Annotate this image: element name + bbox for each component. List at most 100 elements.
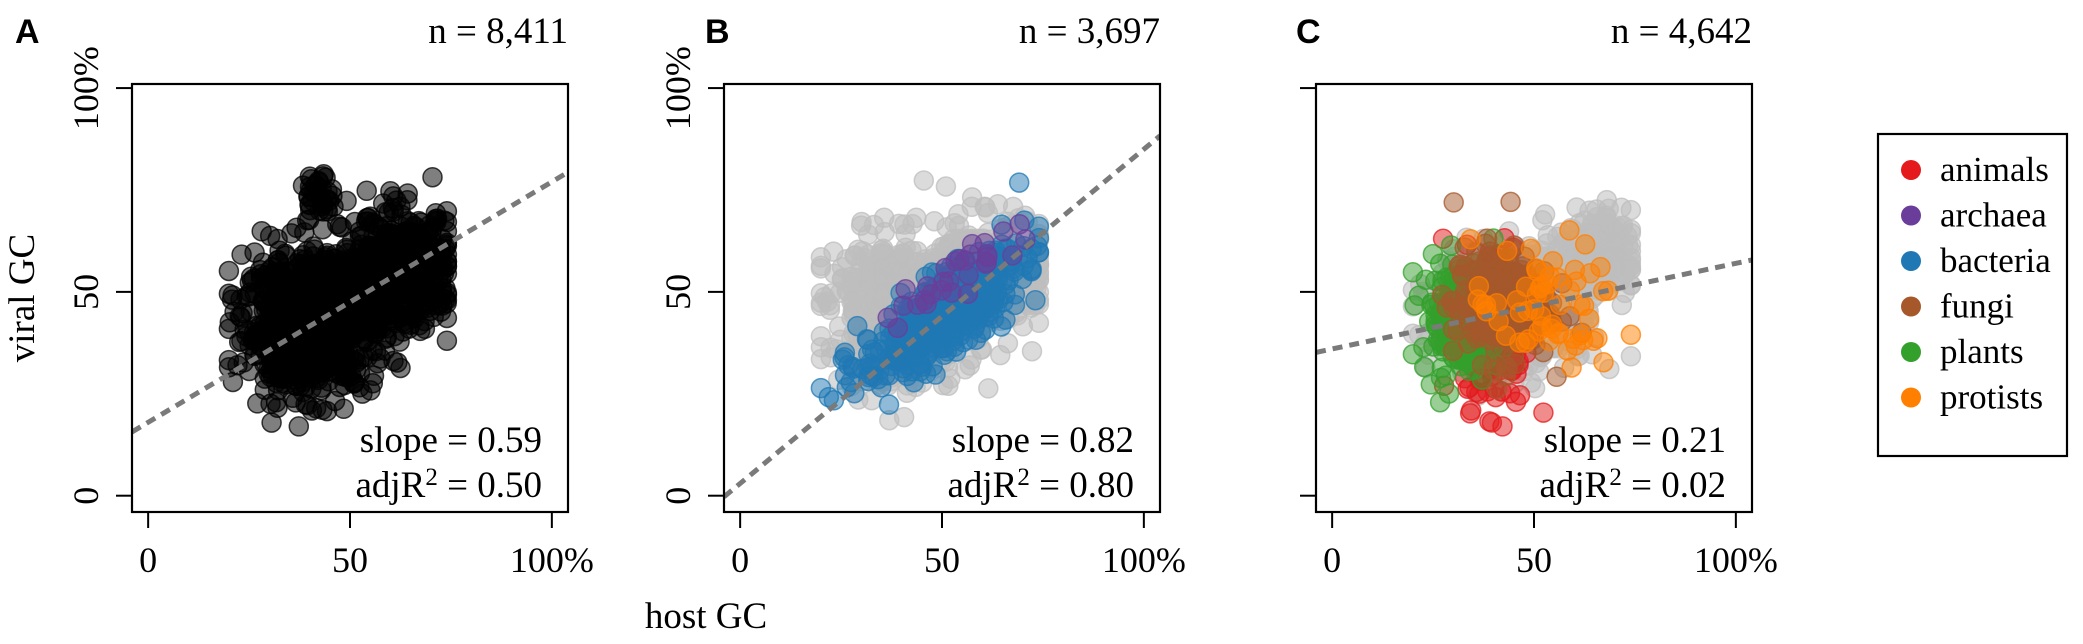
panel-letter-c: C <box>1296 13 1321 51</box>
panel-b-point-archaea <box>877 307 898 328</box>
panel-a-point-all <box>365 340 387 362</box>
panel-a-point-all <box>262 329 284 351</box>
panel-c-x-tick-label-50: 50 <box>1516 540 1552 580</box>
panel-a-point-all <box>288 416 310 437</box>
panel-b-point-background <box>1028 312 1050 334</box>
panel-a-x-ticks: 0 50 100% <box>139 512 594 580</box>
panel-c-point-fungi <box>1443 192 1464 213</box>
panel-b-point-bacteria <box>977 288 998 310</box>
panel-a-adjr2-label: adjR2 = 0.50 <box>355 464 542 506</box>
panel-c-point-fungi <box>1449 254 1471 276</box>
panel-c-point-plants <box>1420 374 1442 395</box>
panel-c-x-ticks: 0 50 100% <box>1323 512 1778 580</box>
panel-b-point-bacteria <box>1008 172 1030 193</box>
panel-a-x-tick-label-100: 100% <box>510 540 594 580</box>
panel-c-point-animals <box>1533 402 1554 423</box>
panel-a-point-all <box>403 281 424 303</box>
panel-a-point-all <box>299 194 320 216</box>
panel-c-point-protists <box>1496 240 1518 262</box>
legend-items: animals archaea bacteria fungi plants protist… <box>1901 150 2051 417</box>
panel-b-point-background <box>850 215 872 236</box>
panel-a-point-all <box>333 398 354 420</box>
panel-c-y-ticks <box>1300 87 1316 497</box>
panel-a-y-ticks: 0 50 100% <box>66 46 132 505</box>
panel-b-point-background <box>823 241 844 262</box>
panel-c-points <box>1402 189 1642 437</box>
panel-b-n-label: n = 3,697 <box>1019 11 1160 52</box>
panel-a-point-all <box>306 367 328 389</box>
panel-a-point-all <box>384 325 405 347</box>
panel-a-y-tick-label-0: 0 <box>66 487 106 505</box>
panel-c-fit-line <box>1316 257 1752 355</box>
panel-c-point-plants <box>1413 336 1434 358</box>
panel-c-point-protists <box>1574 234 1596 255</box>
panel-a-point-all <box>267 228 288 250</box>
panel-b-y-tick-label-0: 0 <box>658 487 698 505</box>
legend-label-bacteria: bacteria <box>1940 241 2051 280</box>
panel-b-y-tick-label-100: 100% <box>658 46 698 130</box>
panel-b-point-archaea <box>917 276 938 297</box>
panel-c-point-animals <box>1460 400 1482 421</box>
panel-c-point-protists <box>1578 308 1600 329</box>
panel-a-point-all <box>280 355 302 376</box>
panel-c-point-fungi <box>1500 191 1521 213</box>
panel-c-point-protists <box>1620 324 1642 346</box>
panel-letter-a: A <box>15 13 40 51</box>
panel-a-point-all <box>218 260 240 282</box>
panel-c-point-protists <box>1460 229 1481 250</box>
panel-a-point-all <box>322 252 344 274</box>
panel-b-point-background <box>913 170 935 191</box>
panel-b-point-bacteria <box>878 365 900 386</box>
legend-marker-archaea <box>1901 205 1921 226</box>
panel-a-point-all <box>260 304 281 326</box>
panel-c-point-background <box>1620 346 1642 367</box>
panel-b-point-bacteria <box>936 320 957 342</box>
panel-a-point-all <box>228 331 250 353</box>
panel-a-point-all <box>275 374 296 395</box>
panel-b-x-ticks: 0 50 100% <box>731 512 1186 580</box>
panel-c-point-protists <box>1541 314 1563 335</box>
panel-b-x-tick-label-50: 50 <box>924 540 960 580</box>
panel-c-point-protists <box>1593 351 1614 373</box>
panel-b-slope-label: slope = 0.82 <box>952 420 1134 461</box>
legend: animals archaea bacteria fungi plants protist… <box>1876 132 2069 458</box>
panel-a-y-tick-label-50: 50 <box>66 274 106 310</box>
panel-c-point-protists <box>1566 271 1587 292</box>
panel-c-point-plants <box>1422 243 1444 265</box>
legend-label-archaea: archaea <box>1940 196 2047 235</box>
panel-c-n-label: n = 4,642 <box>1611 11 1752 52</box>
panel-b-point-bacteria <box>843 358 865 379</box>
panel-b-point-archaea <box>977 246 998 268</box>
panel-a-point-all <box>378 239 399 261</box>
panel-b-point-archaea <box>1009 213 1030 235</box>
legend-marker-animals <box>1901 160 1921 180</box>
panel-a-point-all <box>358 211 379 232</box>
panel-a-point-all <box>304 239 325 260</box>
panel-a-point-all <box>312 399 333 421</box>
panel-a-point-all <box>229 306 250 327</box>
panel-c-point-protists <box>1547 267 1568 288</box>
panel-a-n-label: n = 8,411 <box>428 11 568 52</box>
legend-label-plants: plants <box>1940 332 2024 371</box>
panel-a-point-all <box>238 360 260 382</box>
panel-a-point-all <box>327 310 349 331</box>
panel-a-x-tick-label-0: 0 <box>139 540 157 580</box>
panel-c-point-plants <box>1429 391 1451 413</box>
panel-b-y-ticks: 0 50 100% <box>658 46 724 505</box>
panel-b-point-archaea <box>893 295 914 316</box>
panel-letter-b: B <box>705 13 730 51</box>
panel-b-point-background <box>841 292 862 313</box>
panel-a-point-all <box>218 349 240 371</box>
panel-b-point-background <box>810 325 832 347</box>
panel-a-point-all <box>390 357 411 379</box>
panel-a-point-all <box>308 172 329 193</box>
panel-b-point-bacteria <box>964 305 985 327</box>
panel-c-point-fungi <box>1449 303 1470 325</box>
panel-b-point-background <box>935 176 957 197</box>
panel-a-point-all <box>221 289 243 310</box>
panel-c-point-animals <box>1492 416 1513 437</box>
panel-b-point-background <box>1021 340 1043 362</box>
panel-a-point-all <box>380 181 401 202</box>
panel-c-point-background <box>1611 294 1633 316</box>
